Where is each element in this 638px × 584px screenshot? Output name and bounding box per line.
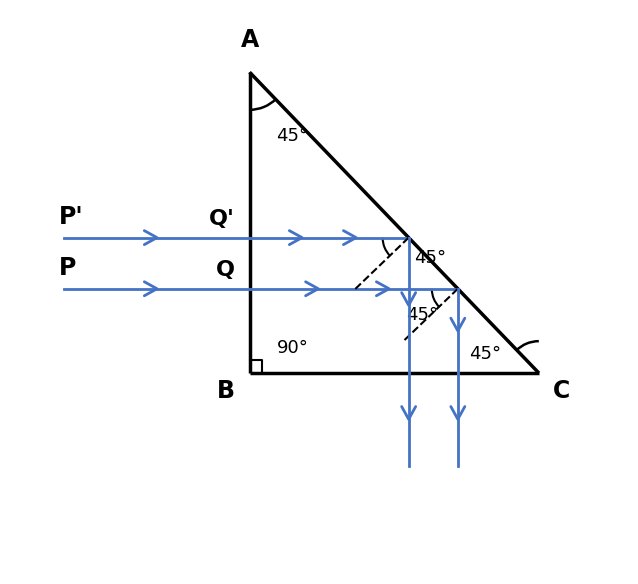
- Text: A: A: [241, 28, 259, 52]
- Text: Q': Q': [209, 209, 235, 229]
- Text: Q: Q: [216, 260, 235, 280]
- Text: 45°: 45°: [276, 127, 308, 145]
- Text: P: P: [59, 256, 76, 280]
- Text: 45°: 45°: [406, 306, 438, 324]
- Text: P': P': [59, 205, 84, 229]
- Text: C: C: [553, 379, 570, 403]
- Text: 45°: 45°: [470, 345, 501, 363]
- Text: B: B: [217, 379, 235, 403]
- Text: 90°: 90°: [277, 339, 309, 357]
- Text: 45°: 45°: [415, 249, 447, 267]
